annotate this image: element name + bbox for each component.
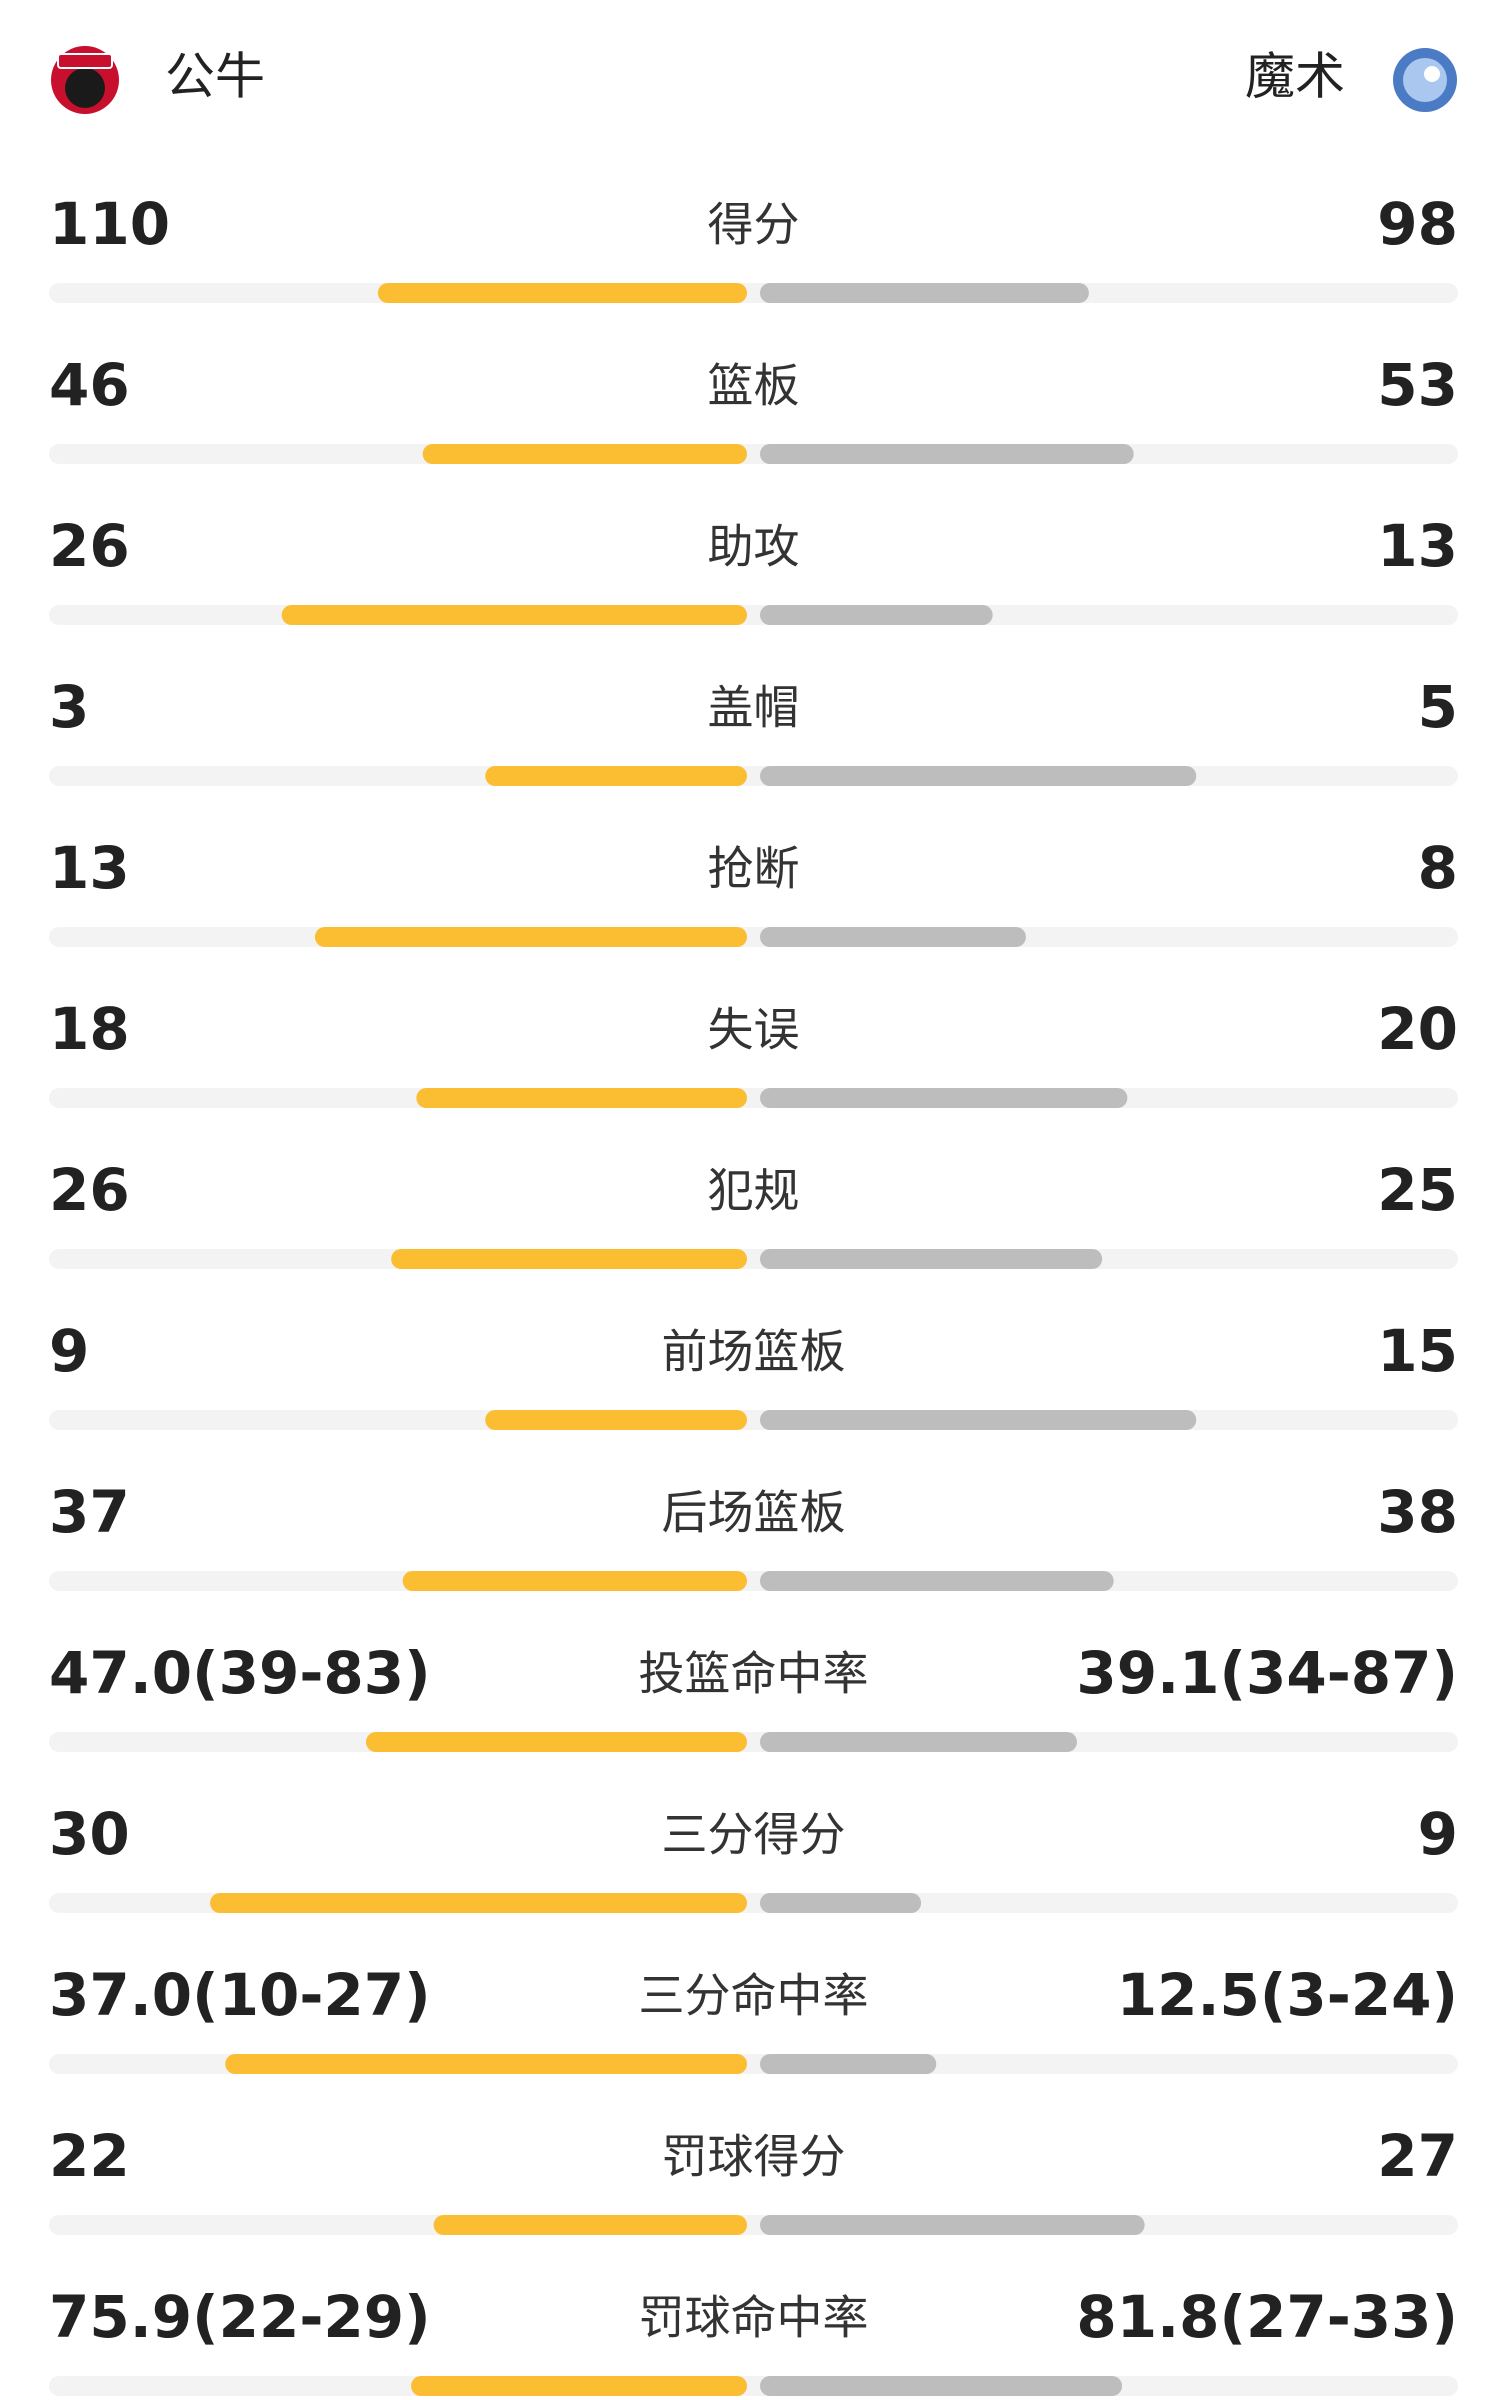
home-bar <box>281 605 747 625</box>
stat-label: 失误 <box>708 1003 800 1057</box>
home-bar <box>411 2376 747 2396</box>
home-value: 30 <box>49 1800 130 1868</box>
home-bar <box>377 283 747 303</box>
bar-track <box>49 1088 1458 1108</box>
away-team: 魔术 <box>1245 48 1345 106</box>
home-value: 47.0(39-83) <box>49 1639 431 1707</box>
away-bar <box>760 927 1026 947</box>
stat-label: 抢断 <box>708 842 800 896</box>
away-bar <box>760 1732 1077 1752</box>
stat-label: 前场篮板 <box>662 1325 846 1379</box>
away-bar <box>760 1893 922 1913</box>
home-bar <box>365 1732 747 1752</box>
home-value: 37.0(10-27) <box>49 1961 431 2029</box>
bar-track <box>49 2215 1458 2235</box>
home-value: 18 <box>49 995 130 1063</box>
away-value: 13 <box>1377 512 1458 580</box>
bar-track <box>49 1249 1458 1269</box>
stat-label: 罚球得分 <box>662 2130 846 2184</box>
away-value: 20 <box>1377 995 1458 1063</box>
away-value: 9 <box>1418 1800 1458 1868</box>
home-value: 13 <box>49 834 130 902</box>
home-value: 26 <box>49 512 130 580</box>
home-bar <box>485 1410 747 1430</box>
stat-label: 三分得分 <box>662 1808 846 1862</box>
stat-label: 得分 <box>708 198 800 252</box>
home-bar <box>416 1088 747 1108</box>
away-bar <box>760 1088 1128 1108</box>
bar-track <box>49 605 1458 625</box>
stat-label: 篮板 <box>708 359 800 413</box>
away-bar <box>760 2215 1145 2235</box>
stat-label: 后场篮板 <box>662 1486 846 1540</box>
stat-label: 犯规 <box>708 1164 800 1218</box>
away-bar <box>760 1410 1197 1430</box>
stat-label: 三分命中率 <box>639 1969 869 2023</box>
away-bar <box>760 2054 937 2074</box>
home-value: 46 <box>49 351 130 419</box>
stat-label: 盖帽 <box>708 681 800 735</box>
home-bar <box>225 2054 747 2074</box>
stat-label: 投篮命中率 <box>639 1647 869 1701</box>
home-value: 75.9(22-29) <box>49 2283 431 2351</box>
away-value: 39.1(34-87) <box>1076 1639 1458 1707</box>
home-bar <box>402 1571 747 1591</box>
bar-track <box>49 444 1458 464</box>
home-bar <box>210 1893 748 1913</box>
away-value: 12.5(3-24) <box>1117 1961 1458 2029</box>
away-bar <box>760 1571 1114 1591</box>
home-bar <box>314 927 747 947</box>
bar-track <box>49 283 1458 303</box>
away-bar <box>760 766 1197 786</box>
away-value: 98 <box>1377 190 1458 258</box>
home-value: 3 <box>49 673 89 741</box>
home-bar <box>422 444 747 464</box>
home-team: 公牛 <box>165 48 265 106</box>
bar-track <box>49 1732 1458 1752</box>
away-bar <box>760 283 1089 303</box>
away-value: 38 <box>1377 1478 1458 1546</box>
bar-track <box>49 1571 1458 1591</box>
home-value: 110 <box>49 190 170 258</box>
away-bar <box>760 2376 1123 2396</box>
away-value: 25 <box>1377 1156 1458 1224</box>
away-bar <box>760 444 1134 464</box>
home-value: 37 <box>49 1478 130 1546</box>
away-value: 15 <box>1377 1317 1458 1385</box>
away-value: 81.8(27-33) <box>1076 2283 1458 2351</box>
away-value: 53 <box>1377 351 1458 419</box>
home-value: 26 <box>49 1156 130 1224</box>
home-value: 9 <box>49 1317 89 1385</box>
bar-track <box>49 766 1458 786</box>
away-bar <box>760 605 993 625</box>
home-value: 22 <box>49 2122 130 2190</box>
bar-track <box>49 2376 1458 2396</box>
away-logo <box>1393 48 1457 112</box>
home-bar <box>391 1249 747 1269</box>
home-bar <box>485 766 747 786</box>
home-bar <box>433 2215 747 2235</box>
home-logo <box>51 46 119 114</box>
bar-track <box>49 927 1458 947</box>
bar-track <box>49 1410 1458 1430</box>
away-value: 27 <box>1377 2122 1458 2190</box>
away-value: 8 <box>1418 834 1458 902</box>
away-bar <box>760 1249 1103 1269</box>
stat-label: 罚球命中率 <box>639 2291 869 2345</box>
stat-label: 助攻 <box>708 520 800 574</box>
away-value: 5 <box>1418 673 1458 741</box>
